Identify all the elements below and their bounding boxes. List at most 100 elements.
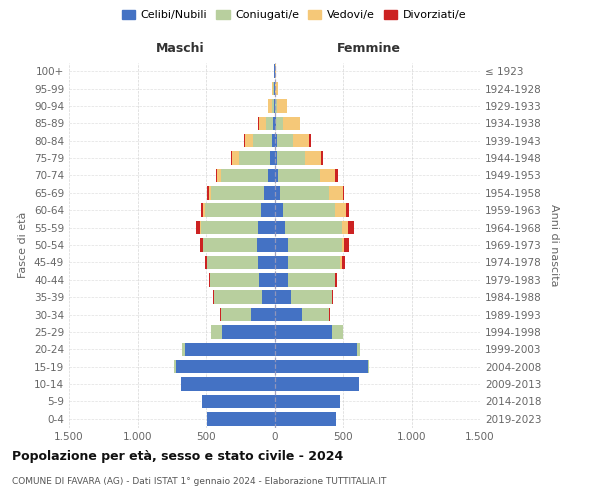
- Bar: [280, 186, 329, 200]
- Bar: [275, 256, 288, 269]
- Bar: [305, 152, 321, 165]
- Bar: [335, 168, 338, 182]
- Bar: [275, 204, 283, 217]
- Bar: [205, 204, 261, 217]
- Bar: [210, 273, 259, 286]
- Bar: [335, 204, 346, 217]
- Legend: Celibi/Nubili, Coniugati/e, Vedovi/e, Divorziati/e: Celibi/Nubili, Coniugati/e, Vedovi/e, Di…: [118, 6, 470, 25]
- Bar: [275, 82, 278, 96]
- Bar: [215, 168, 217, 182]
- Bar: [310, 134, 311, 147]
- Bar: [273, 116, 275, 130]
- Bar: [288, 238, 341, 252]
- Bar: [201, 204, 203, 217]
- Bar: [176, 360, 275, 374]
- Bar: [268, 99, 272, 112]
- Bar: [356, 342, 360, 356]
- Bar: [202, 394, 275, 408]
- Text: Femmine: Femmine: [337, 42, 401, 55]
- Bar: [264, 186, 275, 200]
- Bar: [275, 378, 359, 391]
- Bar: [332, 325, 343, 338]
- Bar: [275, 168, 278, 182]
- Bar: [182, 342, 185, 356]
- Bar: [211, 325, 223, 338]
- Bar: [275, 325, 332, 338]
- Bar: [275, 116, 283, 130]
- Bar: [277, 152, 305, 165]
- Text: COMUNE DI FAVARA (AG) - Dati ISTAT 1° gennaio 2024 - Elaborazione TUTTITALIA.IT: COMUNE DI FAVARA (AG) - Dati ISTAT 1° ge…: [12, 478, 386, 486]
- Bar: [291, 290, 332, 304]
- Bar: [181, 378, 275, 391]
- Bar: [271, 152, 275, 165]
- Bar: [329, 186, 343, 200]
- Bar: [275, 134, 277, 147]
- Bar: [275, 342, 356, 356]
- Bar: [275, 186, 280, 200]
- Bar: [220, 308, 221, 322]
- Bar: [217, 168, 221, 182]
- Bar: [185, 342, 275, 356]
- Bar: [245, 134, 253, 147]
- Bar: [209, 273, 210, 286]
- Bar: [244, 134, 245, 147]
- Bar: [275, 360, 368, 374]
- Bar: [221, 168, 268, 182]
- Bar: [266, 116, 273, 130]
- Bar: [283, 204, 335, 217]
- Bar: [321, 152, 323, 165]
- Bar: [239, 152, 271, 165]
- Bar: [343, 186, 344, 200]
- Bar: [344, 238, 349, 252]
- Bar: [343, 256, 345, 269]
- Bar: [275, 308, 302, 322]
- Bar: [302, 308, 329, 322]
- Bar: [299, 116, 300, 130]
- Text: Popolazione per età, sesso e stato civile - 2024: Popolazione per età, sesso e stato civil…: [12, 450, 343, 463]
- Bar: [275, 394, 340, 408]
- Bar: [261, 204, 275, 217]
- Bar: [196, 221, 200, 234]
- Bar: [277, 134, 293, 147]
- Bar: [251, 308, 275, 322]
- Bar: [259, 273, 275, 286]
- Bar: [368, 360, 369, 374]
- Bar: [203, 204, 205, 217]
- Bar: [208, 186, 209, 200]
- Bar: [200, 238, 203, 252]
- Bar: [286, 221, 341, 234]
- Bar: [208, 256, 258, 269]
- Bar: [293, 134, 310, 147]
- Bar: [340, 256, 343, 269]
- Bar: [209, 186, 211, 200]
- Bar: [203, 238, 257, 252]
- Bar: [283, 116, 299, 130]
- Bar: [349, 221, 354, 234]
- Bar: [258, 256, 275, 269]
- Bar: [272, 99, 274, 112]
- Bar: [341, 221, 349, 234]
- Bar: [346, 204, 349, 217]
- Bar: [221, 308, 251, 322]
- Bar: [223, 325, 275, 338]
- Bar: [332, 290, 334, 304]
- Bar: [232, 152, 239, 165]
- Bar: [257, 238, 275, 252]
- Bar: [274, 99, 275, 112]
- Bar: [268, 168, 275, 182]
- Text: Maschi: Maschi: [155, 42, 204, 55]
- Bar: [335, 273, 337, 286]
- Bar: [231, 152, 232, 165]
- Bar: [288, 256, 340, 269]
- Bar: [341, 238, 344, 252]
- Bar: [214, 290, 262, 304]
- Bar: [277, 99, 287, 112]
- Bar: [272, 82, 274, 96]
- Bar: [275, 152, 277, 165]
- Bar: [275, 99, 277, 112]
- Bar: [259, 116, 266, 130]
- Bar: [213, 290, 214, 304]
- Bar: [253, 134, 272, 147]
- Bar: [200, 221, 258, 234]
- Bar: [272, 134, 275, 147]
